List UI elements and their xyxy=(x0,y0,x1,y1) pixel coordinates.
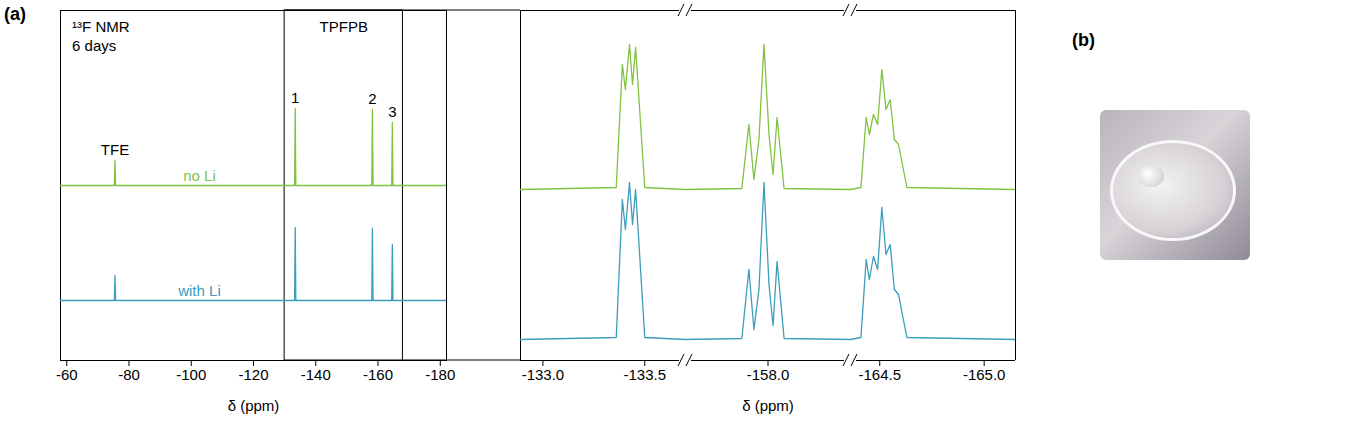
svg-text:-133.5: -133.5 xyxy=(623,366,666,383)
svg-text:¹³F NMR: ¹³F NMR xyxy=(72,18,130,35)
svg-text:2: 2 xyxy=(368,90,376,107)
svg-text:-180: -180 xyxy=(425,366,455,383)
svg-text:with Li: with Li xyxy=(177,282,221,299)
svg-text:no Li: no Li xyxy=(183,167,216,184)
html-text:(a): (a) xyxy=(4,4,26,24)
svg-text:-140: -140 xyxy=(301,366,331,383)
svg-text:-100: -100 xyxy=(176,366,206,383)
svg-text:6 days: 6 days xyxy=(72,37,116,54)
svg-text:-165.0: -165.0 xyxy=(963,366,1006,383)
svg-text:-80: -80 xyxy=(118,366,140,383)
svg-text:TFE: TFE xyxy=(101,141,129,158)
svg-text:TPFPB: TPFPB xyxy=(320,18,368,35)
svg-text:-133.0: -133.0 xyxy=(522,366,565,383)
svg-text:δ (ppm): δ (ppm) xyxy=(228,397,280,414)
svg-text:1: 1 xyxy=(291,89,299,106)
svg-text:-160: -160 xyxy=(363,366,393,383)
svg-text:-158.0: -158.0 xyxy=(747,366,790,383)
svg-text:δ (ppm): δ (ppm) xyxy=(742,397,794,414)
svg-text:-164.5: -164.5 xyxy=(858,366,901,383)
svg-text:3: 3 xyxy=(388,103,396,120)
html-text:(b): (b) xyxy=(1072,30,1095,50)
svg-text:-120: -120 xyxy=(238,366,268,383)
svg-text:-60: -60 xyxy=(56,366,78,383)
